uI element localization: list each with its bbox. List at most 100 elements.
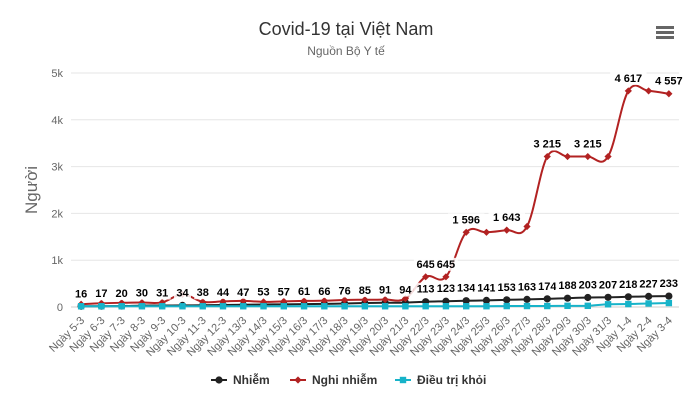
data-label-bg — [413, 282, 438, 296]
y-tick-label: 2k — [51, 208, 63, 220]
data-point — [625, 300, 632, 308]
data-point — [564, 302, 571, 310]
data-point — [138, 298, 146, 307]
y-tick-label: 1k — [51, 255, 63, 267]
data-label-bg — [275, 285, 293, 299]
data-point — [523, 302, 531, 310]
data-label-bg — [413, 257, 438, 271]
data-point — [584, 302, 591, 310]
legend-item-dieu-tri-khoi[interactable]: Điều trị khỏi — [395, 373, 486, 387]
data-label: 91 — [379, 285, 391, 297]
data-point — [665, 90, 673, 98]
chart-subtitle: Nguồn Bộ Y tế — [307, 44, 385, 58]
data-point — [523, 222, 531, 231]
data-label-bg — [72, 287, 90, 301]
data-label: 4 557 — [655, 76, 683, 88]
data-point — [584, 152, 592, 161]
data-label: 1 643 — [493, 212, 521, 224]
hamburger-menu-icon[interactable] — [652, 20, 676, 42]
data-label-bg — [255, 285, 273, 299]
data-point — [159, 303, 166, 310]
data-label-bg — [454, 281, 478, 295]
data-point — [422, 273, 430, 281]
data-point — [624, 293, 632, 301]
data-label: 16 — [75, 288, 87, 300]
data-point — [604, 293, 612, 301]
data-point — [482, 228, 491, 236]
data-point — [280, 303, 287, 310]
data-label-bg — [153, 286, 171, 300]
data-label-bg — [529, 137, 566, 151]
series-dieu-tri-khoi — [77, 299, 673, 310]
data-point — [77, 303, 85, 310]
data-label-bg — [569, 137, 607, 151]
y-tick-label: 3k — [51, 162, 63, 174]
series-group — [77, 84, 673, 310]
data-label: 233 — [660, 278, 678, 290]
data-label-bg — [616, 277, 641, 291]
data-label: 85 — [359, 285, 371, 297]
data-label-bg — [515, 280, 539, 294]
data-label: 30 — [136, 288, 148, 300]
chart-title: Covid-19 tại Việt Nam — [259, 19, 434, 39]
data-point — [402, 303, 409, 310]
data-point — [300, 297, 308, 305]
data-point — [543, 295, 551, 303]
legend-label: Điều trị khỏi — [417, 373, 486, 387]
data-point — [341, 296, 349, 304]
data-label-bg — [396, 283, 414, 297]
data-point — [563, 152, 572, 161]
data-point — [563, 294, 572, 302]
data-point — [645, 300, 652, 307]
data-labels: 16 17 20 30 31 34 38 44 47 53 57 61 66 76 85 91 94 113 123… — [72, 71, 688, 301]
legend-item-nhiem[interactable]: Nhiễm — [211, 372, 270, 387]
data-label: 1 596 — [452, 214, 480, 226]
data-point — [219, 303, 227, 310]
data-point — [401, 294, 409, 303]
data-point — [199, 303, 206, 310]
data-point — [544, 302, 551, 310]
data-point — [341, 303, 348, 310]
data-point — [604, 301, 612, 308]
data-label: 66 — [318, 286, 330, 298]
data-label: 76 — [338, 285, 350, 297]
data-label-bg — [434, 282, 458, 296]
grid-lines — [71, 72, 679, 308]
data-label-bg — [376, 283, 394, 297]
data-label-bg — [535, 279, 560, 293]
data-label: 57 — [278, 286, 290, 298]
data-label-bg — [474, 281, 499, 295]
data-point — [219, 297, 227, 305]
data-point — [118, 303, 125, 310]
data-point — [381, 295, 389, 304]
data-point — [300, 303, 308, 310]
data-point — [442, 273, 450, 281]
data-label-bg — [610, 71, 647, 85]
data-label: 20 — [116, 288, 128, 300]
data-point — [645, 292, 653, 300]
legend-item-nghi-nhiem[interactable]: Nghi nhiễm — [290, 372, 377, 387]
data-point — [665, 292, 673, 300]
data-label: 218 — [619, 279, 637, 291]
data-point — [645, 87, 653, 95]
data-label-bg — [133, 286, 151, 300]
data-point — [482, 296, 491, 305]
data-point — [361, 303, 369, 310]
data-point — [320, 297, 328, 305]
data-point — [604, 152, 612, 161]
y-tick-label: 0 — [57, 302, 63, 314]
data-label-bg — [92, 287, 110, 301]
data-label: 113 — [417, 284, 435, 296]
data-point — [381, 303, 389, 310]
data-label: 188 — [558, 280, 576, 292]
data-label-bg — [356, 284, 374, 298]
data-label-bg — [434, 257, 458, 271]
data-label: 203 — [579, 279, 597, 291]
data-point — [422, 303, 429, 310]
legend-marker — [294, 376, 302, 384]
data-label: 3 215 — [534, 139, 562, 151]
data-label-bg — [113, 287, 131, 301]
data-point — [239, 297, 247, 305]
